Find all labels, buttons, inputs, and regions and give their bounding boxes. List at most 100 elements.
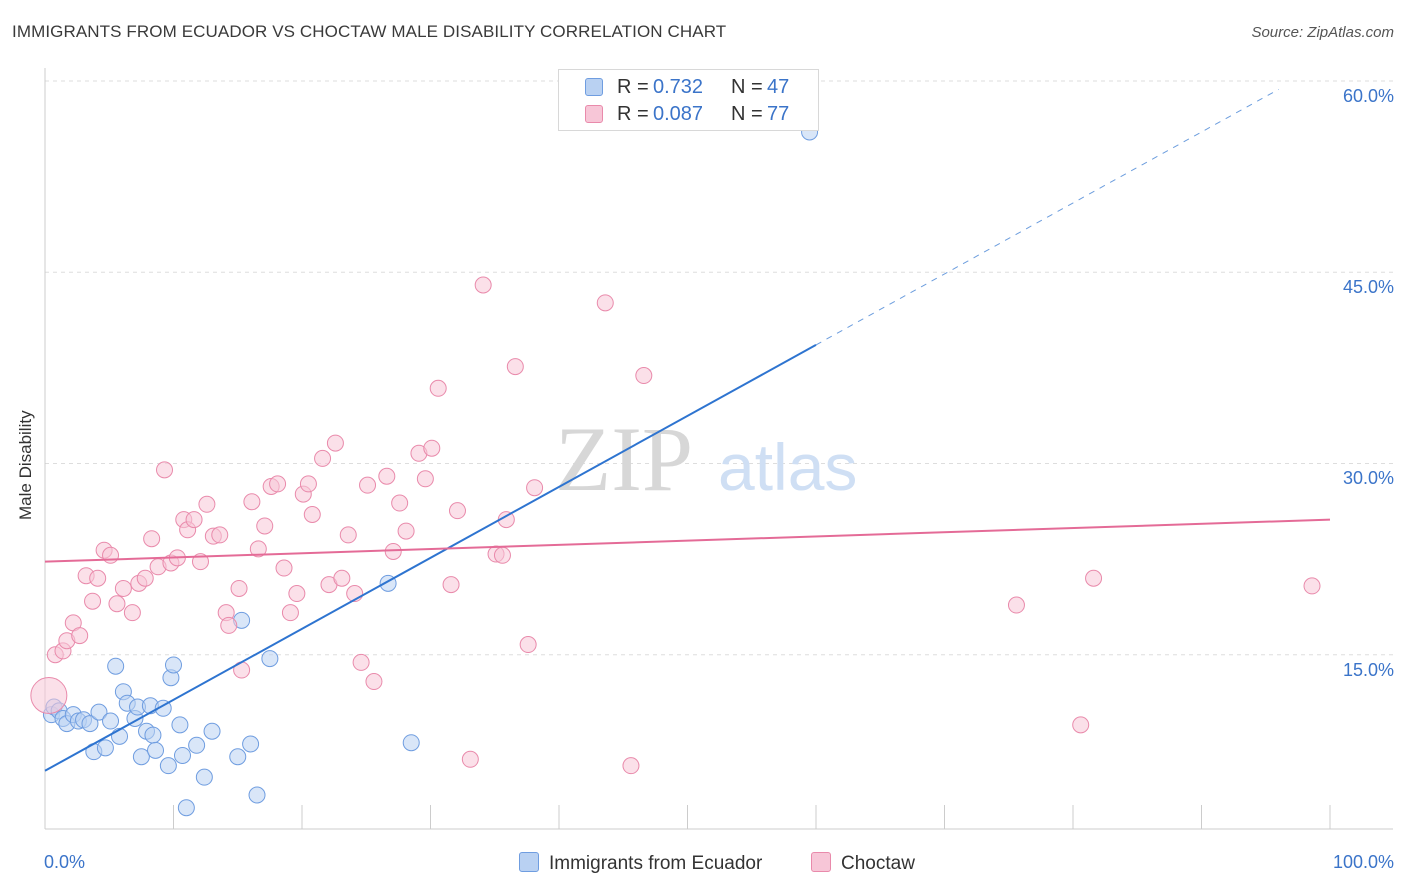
choctaw-point — [281, 604, 299, 622]
y-tick-label: 15.0% — [1342, 660, 1394, 680]
choctaw-point — [391, 494, 409, 512]
x-tick-label: 100.0% — [1332, 852, 1394, 872]
ecuador-point — [173, 746, 191, 764]
choctaw-point — [448, 502, 466, 520]
n-label: N = — [731, 76, 763, 98]
ecuador-point — [144, 726, 162, 744]
choctaw-point — [143, 530, 161, 548]
choctaw-point — [243, 493, 261, 511]
choctaw-point — [314, 449, 332, 467]
choctaw-point — [397, 522, 415, 540]
choctaw-point — [303, 506, 321, 523]
legend-item-ecuador: Immigrants from Ecuador — [519, 852, 762, 875]
trend-lines — [44, 88, 1331, 772]
n-label: N = — [731, 103, 763, 125]
n-value: 77 — [767, 103, 790, 125]
ecuador-point — [188, 736, 206, 754]
gridlines — [45, 80, 1393, 656]
r-value: 0.087 — [653, 103, 704, 125]
choctaw-point — [423, 439, 441, 457]
choctaw-point — [1303, 577, 1321, 595]
legend-swatch — [585, 78, 603, 96]
choctaw-point — [526, 479, 544, 497]
choctaw-point — [84, 592, 102, 610]
ecuador-trend-extension — [815, 88, 1279, 346]
choctaw-point — [474, 276, 492, 294]
ecuador-point — [159, 757, 177, 775]
y-tick-label: 60.0% — [1342, 86, 1394, 106]
choctaw-point — [352, 653, 370, 671]
ecuador-point — [242, 735, 260, 753]
ecuador-point — [81, 715, 99, 733]
ecuador-point — [147, 741, 165, 759]
choctaw-point — [493, 546, 511, 564]
choctaw-point — [384, 542, 402, 560]
r-label: R = — [617, 76, 649, 98]
chart-title: IMMIGRANTS FROM ECUADOR VS CHOCTAW MALE … — [12, 22, 727, 41]
y-axis-label: Male Disability — [16, 410, 35, 520]
choctaw-point — [275, 559, 293, 577]
choctaw-point — [71, 627, 89, 645]
choctaw-point — [114, 579, 132, 597]
choctaw-point — [326, 434, 344, 452]
choctaw-point — [136, 569, 154, 587]
choctaw-point — [635, 367, 653, 385]
ecuador-point — [261, 650, 279, 668]
choctaw-point — [429, 379, 447, 397]
choctaw-point — [220, 616, 238, 634]
ecuador-point — [203, 722, 221, 740]
watermark-atlas: atlas — [718, 430, 857, 504]
y-tick-label: 45.0% — [1342, 277, 1394, 297]
choctaw-point — [123, 604, 141, 622]
ecuador-point — [165, 656, 182, 674]
ecuador-point — [90, 703, 108, 721]
choctaw-point — [108, 595, 126, 613]
choctaw-point — [185, 511, 203, 529]
choctaw-point — [333, 569, 351, 587]
y-tick-label: 30.0% — [1342, 468, 1394, 488]
choctaw-trend-line — [44, 518, 1331, 563]
legend-swatch — [811, 852, 831, 872]
choctaw-point — [519, 636, 537, 654]
choctaw-point — [622, 757, 640, 775]
choctaw-point — [230, 579, 248, 597]
ecuador-point — [102, 712, 120, 730]
legend-swatch — [519, 852, 539, 872]
choctaw-point — [339, 526, 357, 544]
choctaw-point — [596, 294, 614, 312]
ecuador-point — [177, 799, 195, 817]
r-value: 0.732 — [653, 76, 704, 98]
legend-label: Choctaw — [841, 853, 915, 874]
ecuador-trend-line — [44, 344, 817, 772]
legend-swatch — [585, 105, 603, 123]
choctaw-point — [102, 546, 120, 564]
choctaw-point — [1072, 716, 1090, 734]
legend-label: Immigrants from Ecuador — [549, 853, 763, 874]
choctaw-point — [416, 470, 434, 488]
n-value: 47 — [767, 76, 790, 98]
choctaw-point — [506, 358, 524, 376]
r-label: R = — [617, 103, 649, 125]
ecuador-point — [132, 748, 150, 766]
choctaw-point — [211, 526, 229, 544]
choctaw-point — [156, 461, 174, 479]
choctaw-point — [299, 475, 317, 493]
choctaw-point — [269, 475, 287, 493]
ecuador-point — [171, 716, 189, 734]
choctaw-point — [1007, 596, 1025, 614]
choctaw-point — [365, 673, 383, 691]
choctaw-point — [249, 540, 267, 558]
choctaw-point — [1085, 569, 1103, 587]
ecuador-point — [229, 748, 247, 766]
ecuador-point — [402, 734, 420, 752]
choctaw-point — [461, 750, 479, 768]
ecuador-point — [195, 768, 213, 786]
choctaw-point — [30, 677, 68, 715]
x-tick-label: 0.0% — [44, 852, 86, 872]
stats-legend: R = 0.732 N = 47 R = 0.087 N = 77 — [558, 69, 819, 131]
choctaw-point — [378, 467, 396, 485]
ecuador-point — [96, 739, 114, 757]
legend-item-choctaw: Choctaw — [811, 852, 915, 875]
choctaw-point — [359, 476, 377, 494]
